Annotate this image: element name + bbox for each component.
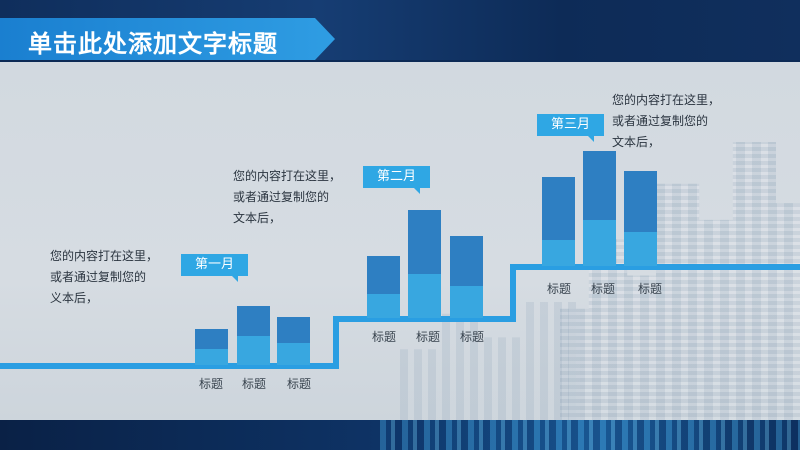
description-line: 您的内容打在这里，: [233, 169, 342, 183]
description-line: 您的内容打在这里，: [612, 93, 721, 107]
chart-bar: [450, 236, 483, 318]
slide-title[interactable]: 单击此处添加文字标题: [28, 30, 278, 58]
description-text-3[interactable]: 您的内容打在这里， 或者通过复制您的 文本后，: [612, 90, 742, 153]
bar-top-segment: [367, 256, 400, 294]
bar-bottom-segment: [237, 336, 270, 365]
category-label: 标题: [198, 377, 223, 391]
bar-top-segment: [450, 236, 483, 286]
chart-bar: [277, 317, 310, 365]
month-tag-3[interactable]: 第三月: [537, 114, 605, 142]
bar-bottom-segment: [624, 232, 657, 266]
category-label: 标题: [459, 330, 484, 344]
description-line: 或者通过复制您的: [50, 270, 147, 284]
bar-bottom-segment: [367, 294, 400, 318]
description-line: 或者通过复制您的: [233, 190, 330, 204]
category-label: 标题: [637, 282, 662, 296]
bar-top-segment: [277, 317, 310, 343]
bar-top-segment: [583, 151, 616, 220]
bar-top-segment: [237, 306, 270, 336]
description-line: 或者通过复制您的: [612, 114, 709, 128]
chart-bar: [542, 177, 575, 266]
bar-bottom-segment: [450, 286, 483, 318]
bar-bottom-segment: [408, 274, 441, 318]
month-tag-1[interactable]: 第一月: [181, 254, 249, 282]
step-line-segment-3: [510, 264, 800, 270]
bar-bottom-segment: [542, 240, 575, 266]
bar-top-segment: [624, 171, 657, 232]
bar-bottom-segment: [277, 343, 310, 365]
title-banner: [0, 18, 335, 60]
description-text-1[interactable]: 您的内容打在这里， 或者通过复制您的 义本后，: [50, 246, 180, 309]
bar-bottom-segment: [583, 220, 616, 266]
category-label: 标题: [241, 377, 266, 391]
chart-bar: [237, 306, 270, 365]
month-tag-2[interactable]: 第二月: [363, 166, 431, 194]
step-line-riser-2: [510, 264, 516, 322]
step-line-segment-1: [0, 363, 338, 369]
category-label: 标题: [286, 377, 311, 391]
bar-top-segment: [542, 177, 575, 240]
description-text-2[interactable]: 您的内容打在这里， 或者通过复制您的 文本后，: [233, 166, 363, 229]
chart-bar: [583, 151, 616, 266]
category-label: 标题: [371, 330, 396, 344]
category-label: 标题: [546, 282, 571, 296]
description-line: 文本后，: [612, 135, 661, 149]
chart-bar: [408, 210, 441, 318]
chart-bar: [367, 256, 400, 318]
category-label: 标题: [415, 330, 440, 344]
content-panel: 您的内容打在这里， 或者通过复制您的 义本后， 第一月 标题 标题 标题 您的内…: [0, 62, 800, 420]
category-label: 标题: [590, 282, 615, 296]
chart-bar: [195, 329, 228, 365]
description-line: 您的内容打在这里，: [50, 249, 159, 263]
description-line: 文本后，: [233, 211, 282, 225]
step-line-riser-1: [333, 316, 339, 369]
footer-background: [0, 420, 800, 450]
bar-bottom-segment: [195, 349, 228, 365]
bar-top-segment: [408, 210, 441, 274]
chart-bar: [624, 171, 657, 266]
bar-top-segment: [195, 329, 228, 349]
step-line-segment-2: [333, 316, 515, 322]
description-line: 义本后，: [50, 291, 99, 305]
